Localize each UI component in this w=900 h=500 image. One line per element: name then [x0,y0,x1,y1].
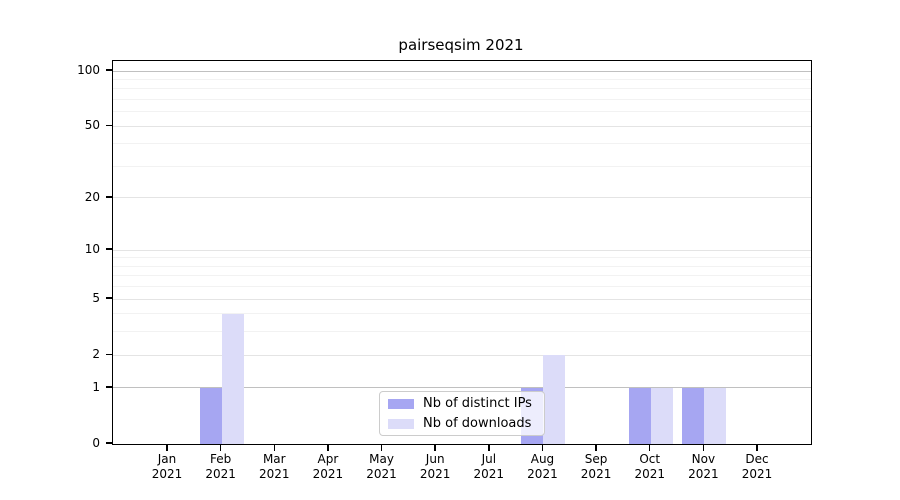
x-tick-label-jan: Jan 2021 [151,452,183,481]
x-tick-label-jul: Jul 2021 [473,452,505,481]
x-tick-mark-jun [434,444,436,451]
x-tick-mark-apr [327,444,329,451]
gridline-y-100 [113,70,811,72]
chart-title: pairseqsim 2021 [398,36,524,54]
gridline-y-80 [113,88,811,90]
gridline-y-20 [113,197,811,199]
x-tick-mark-jan [166,444,168,451]
y-tick-mark-5 [106,297,112,299]
gridline-y-90 [113,78,811,80]
x-tick-label-apr: Apr 2021 [312,452,344,481]
y-tick-label-100: 100 [77,63,100,77]
x-tick-mark-feb [219,444,222,451]
gridline-y-2 [113,354,811,356]
y-tick-label-5: 5 [92,291,100,306]
y-tick-mark-100 [106,69,112,71]
x-tick-mark-may [380,444,383,451]
bar-distinct-ips-nov [682,387,705,444]
gridline-y-30 [113,165,811,167]
x-tick-mark-nov [702,444,705,451]
gridline-y-60 [113,111,811,113]
x-tick-mark-aug [541,444,544,451]
plot-area [112,60,812,445]
legend-item-distinct-ips: Nb of distinct IPs [388,396,536,411]
x-tick-mark-oct [649,444,651,451]
gridline-y-5 [113,298,811,300]
x-tick-label-nov: Nov 2021 [688,452,719,481]
bar-downloads-oct [650,387,673,444]
x-tick-label-jun: Jun 2021 [419,452,451,481]
y-tick-mark-1 [106,386,112,388]
legend-label-downloads: Nb of downloads [423,416,532,431]
gridline-y-9 [113,257,811,259]
y-tick-label-1: 1 [92,379,100,394]
gridline-y-40 [113,143,811,145]
y-tick-mark-10 [106,248,112,250]
gridline-y-6 [113,286,811,288]
bar-distinct-ips-oct [628,387,651,444]
y-tick-label-0: 0 [92,436,100,450]
bar-downloads-nov [704,387,727,444]
legend-item-downloads: Nb of downloads [388,416,536,431]
x-tick-label-may: May 2021 [366,452,397,481]
legend-swatch-distinct-ips [388,398,414,409]
y-tick-label-50: 50 [84,118,100,133]
gridline-y-70 [113,98,811,100]
x-tick-mark-sep [595,444,597,451]
legend-swatch-downloads [388,418,414,429]
y-tick-mark-50 [106,124,112,126]
x-tick-label-mar: Mar 2021 [258,452,290,481]
y-tick-label-2: 2 [92,347,100,362]
bar-downloads-feb [221,313,244,444]
y-tick-mark-0 [106,442,112,444]
bar-downloads-aug [543,355,566,444]
gridline-y-3 [113,331,811,333]
gridline-y-8 [113,265,811,267]
x-tick-label-dec: Dec 2021 [741,452,773,481]
legend: Nb of distinct IPs Nb of downloads [379,391,545,436]
y-tick-label-10: 10 [84,242,100,257]
x-tick-label-oct: Oct 2021 [634,452,665,481]
x-tick-label-sep: Sep 2021 [580,452,612,481]
x-tick-mark-mar [273,444,275,451]
gridline-y-50 [113,125,811,127]
gridline-y-10 [113,249,811,251]
legend-label-distinct-ips: Nb of distinct IPs [423,396,532,411]
x-tick-label-feb: Feb 2021 [205,452,236,481]
gridline-y-7 [113,275,811,277]
bar-distinct-ips-feb [199,387,222,444]
y-tick-label-20: 20 [84,189,100,204]
x-tick-mark-dec [756,444,758,451]
x-tick-mark-jul [488,444,490,451]
y-tick-mark-20 [106,196,112,198]
gridline-y-1 [113,387,811,389]
y-tick-mark-2 [106,353,112,355]
x-tick-label-aug: Aug 2021 [527,452,558,481]
gridline-y-4 [113,313,811,315]
